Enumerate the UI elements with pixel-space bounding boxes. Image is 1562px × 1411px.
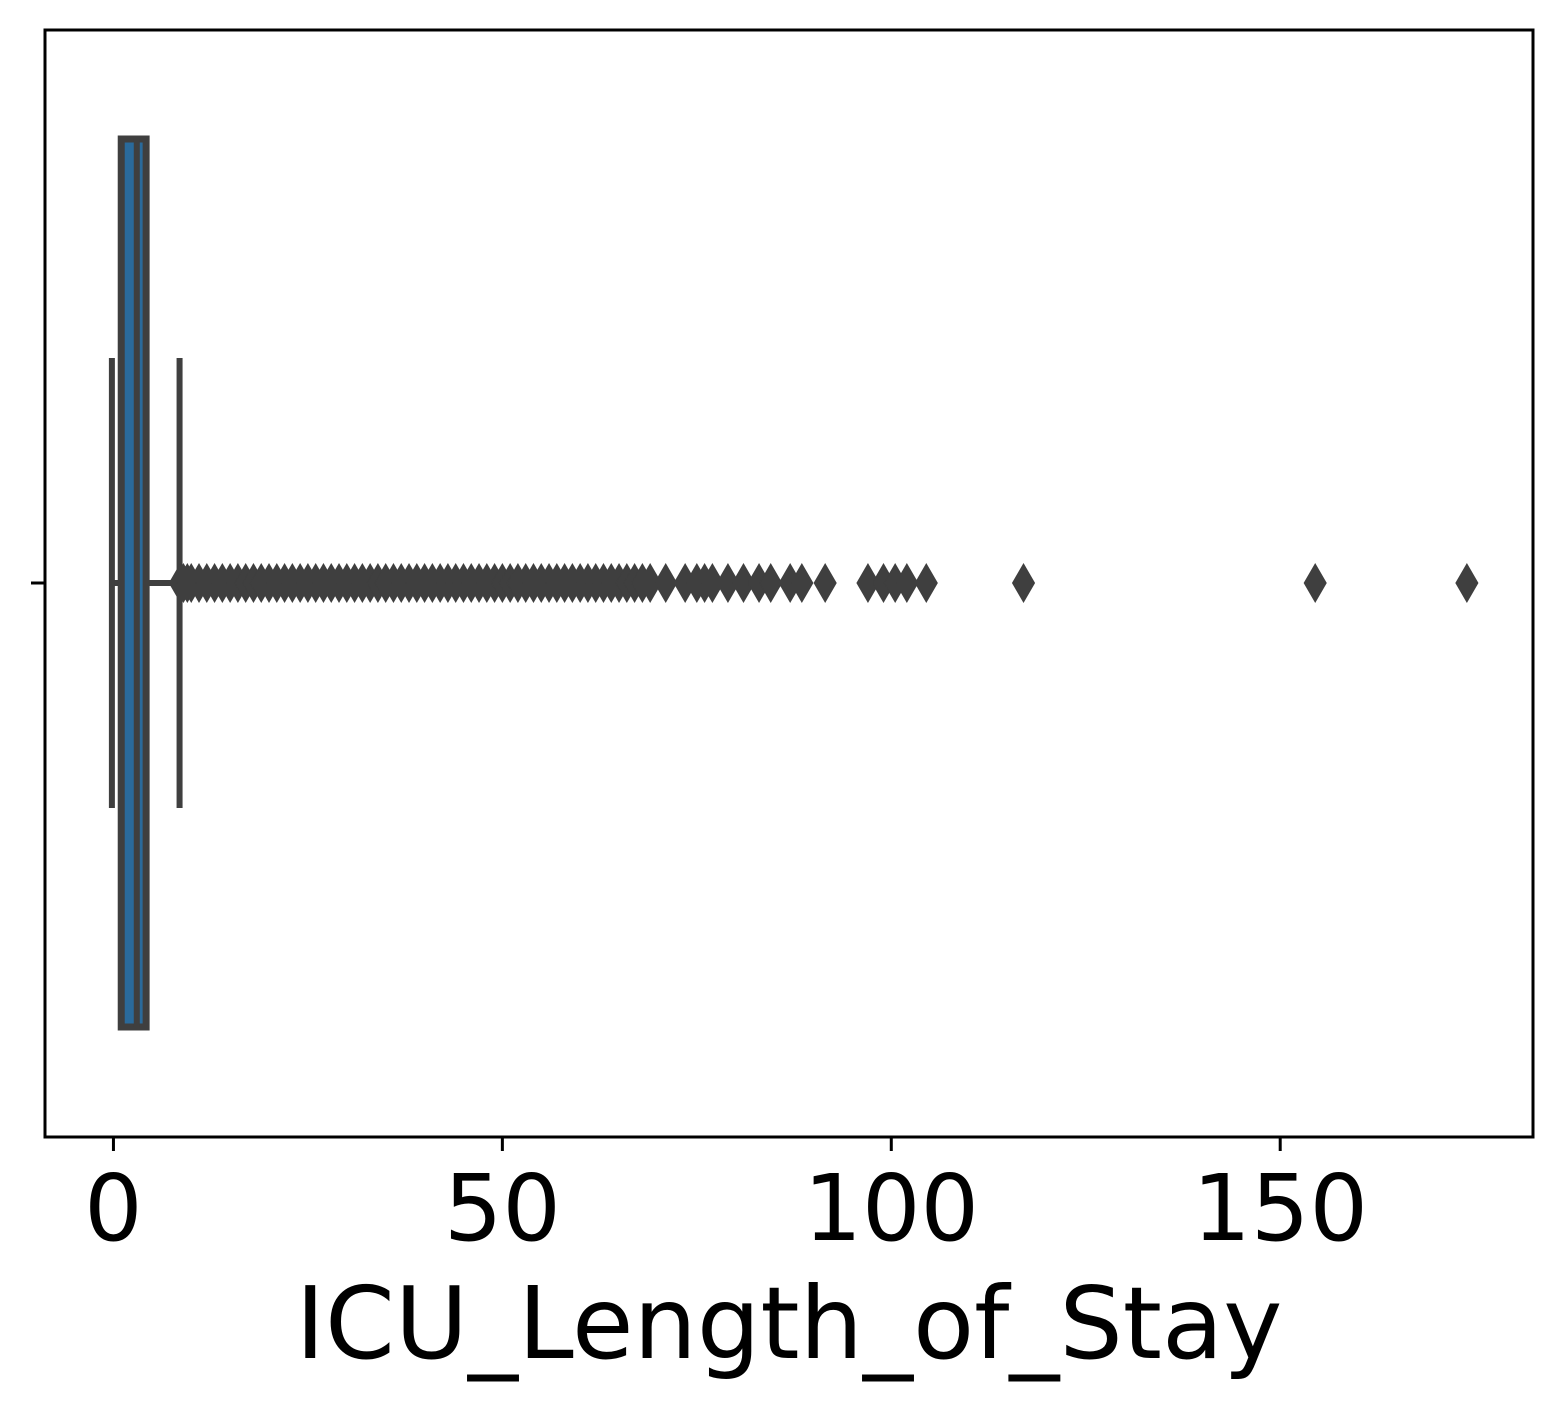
outlier-point — [1455, 563, 1479, 603]
outlier-point — [716, 563, 740, 603]
box-iqr — [117, 135, 150, 1031]
outlier-point — [700, 563, 724, 603]
x-axis-label: ICU_Length_of_Stay — [296, 1265, 1283, 1382]
outlier-point — [654, 563, 678, 603]
outlier-point — [813, 563, 837, 603]
x-tick-label: 100 — [803, 1155, 979, 1262]
outlier-point — [856, 563, 880, 603]
outlier-point — [759, 563, 783, 603]
plot-area — [108, 135, 1479, 1031]
x-tick-label: 0 — [84, 1155, 143, 1262]
outlier-point — [914, 563, 938, 603]
outlier-point — [731, 563, 756, 603]
outlier-point — [790, 563, 814, 603]
outlier-point — [895, 563, 919, 603]
outlier-point — [1303, 563, 1327, 603]
x-tick-label: 150 — [1192, 1155, 1368, 1262]
x-axis: 0 50 100 150 — [31, 28, 1535, 1262]
outlier-point — [1011, 563, 1036, 603]
x-tick-label: 50 — [444, 1155, 561, 1262]
outlier-point — [638, 563, 662, 603]
